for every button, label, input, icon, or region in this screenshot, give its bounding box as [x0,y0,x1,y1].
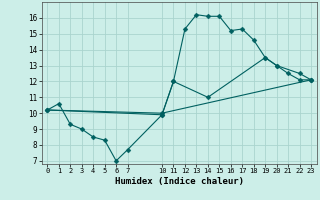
X-axis label: Humidex (Indice chaleur): Humidex (Indice chaleur) [115,177,244,186]
